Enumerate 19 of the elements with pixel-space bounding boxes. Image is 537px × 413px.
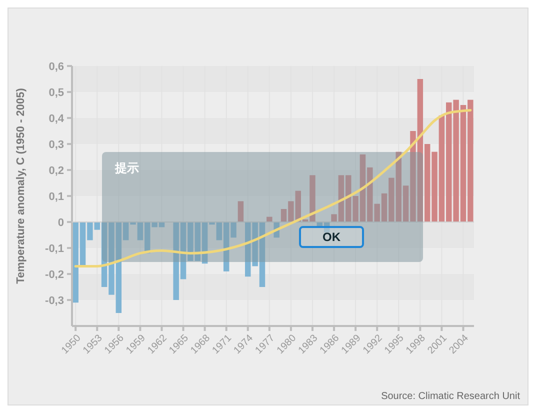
annotation: 提示 bbox=[114, 161, 139, 175]
y-tick-label: 0 bbox=[58, 216, 64, 229]
bar bbox=[238, 201, 244, 222]
y-tick-label: 0,5 bbox=[48, 86, 64, 99]
annotation: OK bbox=[322, 230, 341, 244]
y-tick-label: 0,3 bbox=[48, 138, 64, 151]
y-axis-title: Temperature anomaly, C (1950 - 2005) bbox=[15, 88, 27, 284]
y-tick-label: -0,1 bbox=[45, 242, 64, 255]
line-series bbox=[74, 108, 472, 268]
y-tick-label: -0,3 bbox=[45, 294, 64, 307]
y-tick-label: -0,2 bbox=[45, 268, 64, 281]
y-tick-label: 0,2 bbox=[48, 164, 64, 177]
bar bbox=[266, 216, 272, 222]
y-tick-label: 0,4 bbox=[48, 112, 65, 125]
dialog-box: 提示 OK bbox=[102, 152, 423, 262]
source-note: Source: Climatic Research Unit bbox=[381, 391, 520, 402]
y-tick-label: 0,1 bbox=[48, 190, 64, 203]
y-tick-label: 0,6 bbox=[48, 60, 64, 73]
ok-button: OK bbox=[299, 226, 364, 248]
